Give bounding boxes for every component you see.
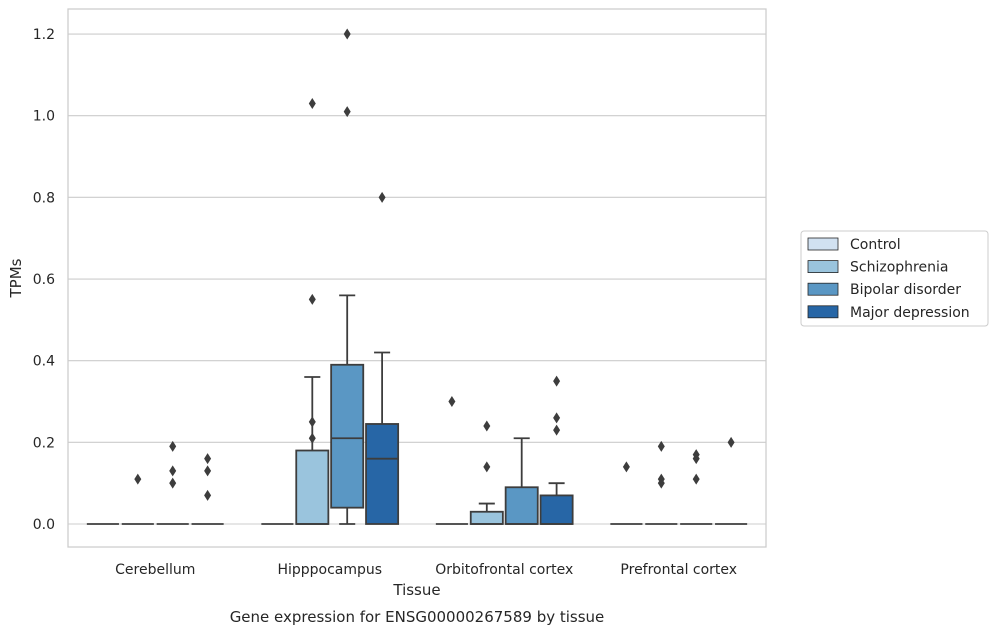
y-axis-label: TPMs (7, 258, 25, 298)
box-group (330, 28, 365, 525)
outlier-point (692, 473, 700, 485)
outlier-point (553, 375, 561, 387)
box-group (469, 420, 504, 525)
outlier-point (308, 293, 316, 305)
outlier-point (204, 489, 212, 501)
outlier-point (657, 440, 665, 452)
legend-swatch (807, 282, 839, 296)
outlier-point (169, 477, 177, 489)
legend-swatch (807, 305, 839, 319)
box (365, 423, 400, 525)
y-tick-labels: 0.0 0.2 0.4 0.6 0.8 1.0 1.2 (33, 27, 55, 533)
box-plots (86, 28, 748, 525)
box (295, 449, 330, 525)
x-tick-label: Hipppocampus (277, 562, 382, 578)
outlier-point (308, 432, 316, 444)
y-tick-label: 1.2 (33, 27, 55, 43)
outlier-point (134, 473, 142, 485)
chart-caption: Gene expression for ENSG00000267589 by t… (230, 608, 605, 626)
y-tick-label: 0.4 (33, 354, 55, 370)
legend-label: Schizophrenia (850, 260, 948, 276)
plot-area (67, 8, 767, 548)
box-group (504, 437, 539, 525)
box (330, 363, 365, 509)
x-tick-label: Prefrontal cortex (620, 562, 737, 578)
outlier-point (448, 396, 456, 408)
outlier-point (553, 412, 561, 424)
outlier-point (343, 106, 351, 118)
y-tick-label: 0.2 (33, 435, 55, 451)
legend-label: Bipolar disorder (850, 282, 961, 298)
outlier-point (204, 453, 212, 465)
box-group (191, 453, 224, 525)
box (469, 510, 504, 525)
y-tick-label: 1.0 (33, 109, 55, 125)
outlier-point (308, 416, 316, 428)
box (539, 494, 574, 525)
box (504, 486, 539, 525)
legend-label: Major depression (850, 305, 970, 321)
box-group (365, 191, 400, 525)
outlier-point (204, 465, 212, 477)
box-group (295, 97, 330, 525)
legend-swatch (807, 260, 839, 274)
outlier-point (483, 420, 491, 432)
legend-frame (800, 230, 989, 327)
outlier-point (343, 28, 351, 40)
y-tick-label: 0.8 (33, 190, 55, 206)
box-group (156, 440, 189, 525)
box-group (610, 461, 643, 525)
box-group (435, 396, 468, 525)
x-tick-labels: Cerebellum Hipppocampus Orbitofrontal cort… (115, 562, 737, 578)
legend-label: Control (850, 237, 901, 253)
y-tick-label: 0.0 (33, 517, 55, 533)
legend: Control Schizophrenia Bipolar disorder Majo… (800, 230, 989, 327)
outlier-point (727, 436, 735, 448)
y-tick-label: 0.6 (33, 272, 55, 288)
box-group (645, 440, 678, 525)
box-group (121, 473, 154, 525)
outlier-point (657, 473, 665, 485)
outlier-point (308, 97, 316, 109)
box-group (715, 436, 748, 525)
x-tick-label: Orbitofrontal cortex (435, 562, 573, 578)
outlier-point (169, 465, 177, 477)
legend-swatch (807, 237, 839, 251)
box-group (539, 375, 574, 525)
x-axis-label: Tissue (392, 581, 440, 599)
outlier-point (169, 440, 177, 452)
x-tick-label: Cerebellum (115, 562, 195, 578)
outlier-point (378, 191, 386, 203)
outlier-point (622, 461, 630, 473)
outlier-point (483, 461, 491, 473)
box-group (680, 449, 713, 525)
outlier-point (692, 449, 700, 461)
outlier-point (553, 424, 561, 436)
